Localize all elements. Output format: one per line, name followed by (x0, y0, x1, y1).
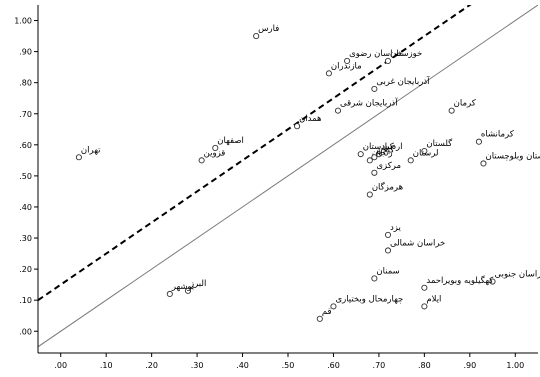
point-label: البرز (189, 279, 206, 289)
point-label: خراسان رضوی (349, 49, 402, 59)
data-point (371, 275, 378, 282)
point-label: اصفهان (217, 136, 244, 146)
point-label: خوزستان (390, 49, 422, 59)
reference-lines (38, 5, 538, 348)
data-point (366, 191, 373, 198)
data-point (407, 157, 414, 164)
x-tick-label: 1.00 (506, 361, 524, 370)
x-tick-label: .50 (282, 361, 295, 370)
data-point (371, 154, 378, 161)
data-point (357, 151, 364, 158)
dashed-reference-line (38, 5, 472, 302)
point-label: گلستان (426, 138, 453, 149)
point-label: آذربایجان شرقی (340, 97, 398, 109)
point-label: مازندران (331, 61, 362, 71)
point-label: ایلام (426, 294, 441, 304)
data-point (489, 278, 496, 285)
point-label: گیلان (376, 144, 395, 155)
x-tick-label: .10 (100, 361, 113, 370)
point-label: کهگیلویه وبویراحمد (426, 275, 494, 286)
x-tick-label: .90 (463, 361, 476, 370)
point-label: یزد (390, 223, 401, 233)
y-tick-label: .80 (19, 79, 32, 88)
point-label: چهارمحال وبختیاری (335, 294, 403, 304)
data-point (212, 144, 219, 151)
x-tick-label: .40 (236, 361, 249, 370)
point-label: هرمزگان (372, 182, 403, 193)
data-point (475, 138, 482, 145)
y-axis-ticks: .00 .10 .20 .30 .40 .50 .60 .70 .80 .90 1.00 (14, 17, 38, 336)
point-label: فارس (258, 24, 279, 34)
data-point (184, 287, 192, 294)
point-label: بوشهر (171, 282, 195, 292)
point-label: همدان (299, 114, 321, 124)
data-point (384, 231, 392, 238)
data-point (166, 290, 173, 298)
data-point (325, 70, 332, 77)
point-label: کرمانشاه (481, 130, 515, 140)
x-tick-label: .60 (327, 361, 340, 370)
point-label: مرکزی (376, 161, 401, 171)
data-point (316, 315, 323, 322)
point-label: خراسان جنوبی (495, 270, 540, 280)
data-point (448, 107, 455, 114)
x-tick-label: .80 (418, 361, 431, 370)
point-label: تهران (81, 145, 101, 155)
data-point (421, 284, 428, 291)
y-tick-label: .00 (19, 327, 32, 336)
data-point (294, 123, 301, 130)
y-tick-label: .40 (19, 203, 32, 212)
axes (37, 5, 538, 354)
x-axis-ticks: .00 .10 .20 .30 .40 .50 .60 .70 .80 .90 1.00 (54, 353, 524, 370)
data-point (371, 169, 378, 176)
data-point (384, 57, 392, 64)
data-point (75, 154, 82, 161)
data-point (371, 85, 378, 92)
point-label: خراسان شمالی (390, 238, 445, 248)
point-label: قم (322, 307, 332, 317)
y-tick-label: .30 (19, 234, 32, 243)
point-label: کرمان (454, 99, 477, 109)
data-point (330, 303, 337, 310)
y-tick-label: .50 (19, 172, 32, 181)
data-point (253, 33, 260, 40)
data-point (421, 303, 428, 310)
point-label: آذربایجان غربی (376, 75, 430, 87)
y-tick-label: .60 (19, 141, 32, 150)
data-point (375, 151, 382, 158)
point-label: زنجان (372, 148, 393, 158)
point-label: کردستان (363, 142, 395, 152)
data-point (384, 247, 392, 254)
point-label: سیستان وبلوچستان (485, 151, 540, 161)
x-tick-label: .20 (145, 361, 158, 370)
point-label: لرستان (413, 148, 439, 158)
data-point (421, 147, 428, 155)
data-point (344, 57, 351, 64)
x-tick-label: .70 (373, 361, 386, 370)
data-point (480, 160, 487, 167)
point-label: اردبیل (381, 142, 403, 152)
point-label: سمنان (376, 266, 399, 276)
point-label: قزوین (204, 148, 226, 158)
y-tick-label: .20 (19, 265, 32, 274)
data-point (334, 107, 342, 114)
y-tick-label: .70 (19, 110, 32, 119)
x-tick-label: .30 (191, 361, 204, 370)
y-tick-label: .10 (19, 296, 32, 305)
data-point (366, 157, 373, 164)
data-point (198, 157, 205, 164)
y-tick-label: .90 (19, 48, 32, 57)
solid-diagonal-line (38, 5, 538, 348)
y-tick-label: 1.00 (14, 17, 32, 26)
x-tick-label: .00 (54, 361, 67, 370)
